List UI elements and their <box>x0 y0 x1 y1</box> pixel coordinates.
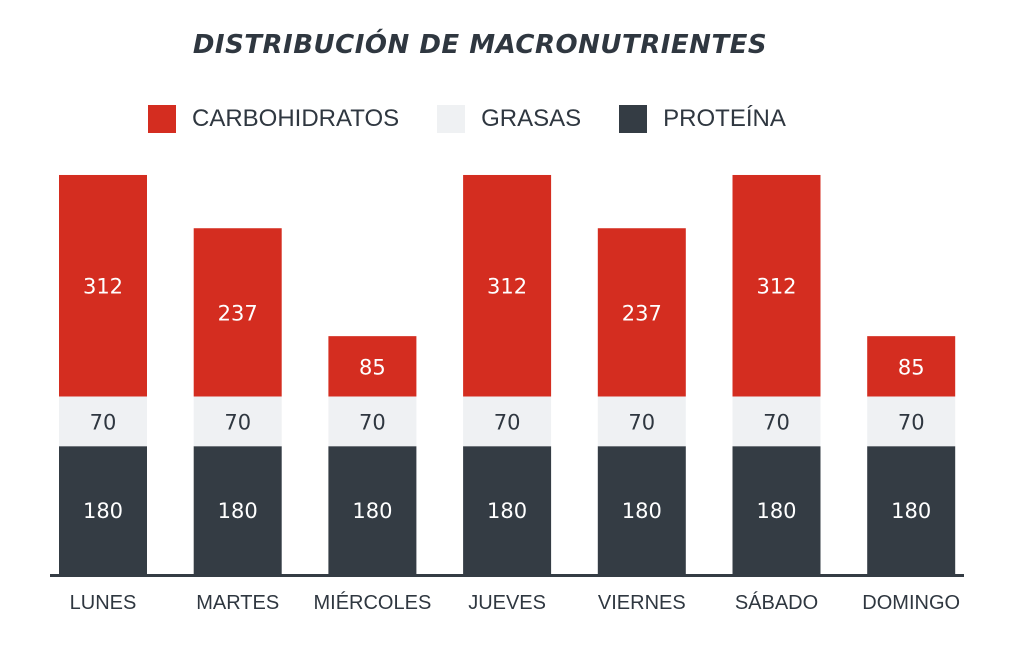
bar-carbs-viernes <box>597 228 686 397</box>
data-label-fats-lunes: 70 <box>90 410 117 434</box>
x-tick-label-miercoles: MIÉRCOLES <box>313 591 431 614</box>
x-tick-label-viernes: VIERNES <box>598 592 686 614</box>
bar-carbs-miercoles <box>328 336 417 397</box>
legend-label-carbs: CARBOHIDRATOS <box>192 105 400 132</box>
data-label-protein-domingo: 180 <box>891 499 931 523</box>
bar-fats-lunes <box>59 396 147 447</box>
data-label-protein-sabado: 180 <box>756 499 796 523</box>
data-label-protein-lunes: 180 <box>83 499 123 523</box>
data-label-fats-domingo: 70 <box>898 410 925 434</box>
bar-carbs-domingo <box>867 336 956 397</box>
bar-fats-martes <box>193 396 282 447</box>
x-tick-label-sabado: SÁBADO <box>735 591 818 614</box>
bar-protein-viernes <box>597 446 686 574</box>
data-label-carbs-jueves: 312 <box>487 275 527 299</box>
data-label-carbs-miercoles: 85 <box>359 355 386 379</box>
bar-protein-miercoles <box>328 446 417 574</box>
bar-fats-domingo <box>867 396 956 447</box>
x-tick-label-domingo: DOMINGO <box>862 592 960 614</box>
data-label-fats-viernes: 70 <box>628 410 655 434</box>
bar-protein-jueves <box>463 446 552 574</box>
data-label-carbs-sabado: 312 <box>756 275 796 299</box>
data-label-fats-miercoles: 70 <box>359 410 386 434</box>
data-label-fats-sabado: 70 <box>763 410 790 434</box>
bar-fats-sabado <box>732 396 821 447</box>
data-label-protein-miercoles: 180 <box>352 499 392 523</box>
data-label-protein-viernes: 180 <box>622 499 662 523</box>
data-label-fats-jueves: 70 <box>494 410 521 434</box>
data-label-protein-jueves: 180 <box>487 499 527 523</box>
legend-item-fats: GRASAS <box>437 105 581 133</box>
data-label-carbs-martes: 237 <box>218 301 258 325</box>
bar-carbs-martes <box>193 228 282 397</box>
bar-carbs-lunes <box>59 174 147 397</box>
legend-label-fats: GRASAS <box>481 105 582 132</box>
bar-protein-martes <box>193 446 282 574</box>
legend-swatch-carbs <box>148 105 176 133</box>
bar-carbs-sabado <box>732 174 821 397</box>
chart-title: DISTRIBUCIÓN DE MACRONUTRIENTES <box>192 30 768 60</box>
x-tick-label-lunes: LUNES <box>70 592 137 614</box>
data-label-fats-martes: 70 <box>224 410 251 434</box>
data-label-carbs-viernes: 237 <box>622 301 662 325</box>
data-label-carbs-domingo: 85 <box>898 355 925 379</box>
bar-carbs-jueves <box>463 174 552 397</box>
legend: CARBOHIDRATOS GRASAS PROTEÍNA <box>148 105 824 133</box>
bar-fats-viernes <box>597 396 686 447</box>
data-label-carbs-lunes: 312 <box>83 275 123 299</box>
x-tick-label-martes: MARTES <box>196 592 279 614</box>
bar-fats-miercoles <box>328 396 417 447</box>
data-label-protein-martes: 180 <box>218 499 258 523</box>
bar-fats-jueves <box>463 396 552 447</box>
legend-swatch-protein <box>619 105 648 133</box>
bar-protein-domingo <box>867 446 956 574</box>
legend-item-protein: PROTEÍNA <box>619 105 786 133</box>
bar-protein-sabado <box>732 446 821 574</box>
legend-item-carbs: CARBOHIDRATOS <box>148 105 399 133</box>
bar-protein-lunes <box>59 446 147 574</box>
legend-label-protein: PROTEÍNA <box>663 105 786 132</box>
legend-swatch-fats <box>437 105 466 133</box>
x-tick-label-jueves: JUEVES <box>468 592 546 614</box>
